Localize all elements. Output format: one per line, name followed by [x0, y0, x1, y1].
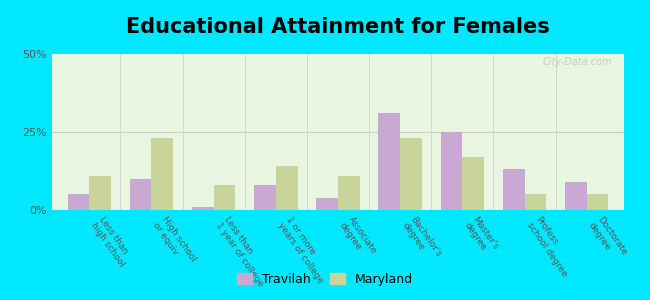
Bar	[587, 194, 608, 210]
Bar	[254, 185, 276, 210]
Bar	[462, 157, 484, 210]
Bar	[502, 169, 525, 210]
Bar	[151, 138, 174, 210]
Bar	[525, 194, 546, 210]
Bar	[192, 207, 214, 210]
Bar	[68, 194, 89, 210]
Bar	[276, 166, 298, 210]
Bar	[400, 138, 422, 210]
Bar	[317, 197, 338, 210]
Bar	[378, 113, 400, 210]
Bar	[441, 132, 462, 210]
Bar	[214, 185, 235, 210]
Bar	[338, 176, 359, 210]
Legend: Travilah, Maryland: Travilah, Maryland	[232, 268, 418, 291]
Bar	[89, 176, 111, 210]
Title: Educational Attainment for Females: Educational Attainment for Females	[126, 17, 550, 37]
Bar	[130, 179, 151, 210]
Text: City-Data.com: City-Data.com	[543, 57, 612, 67]
Bar	[565, 182, 587, 210]
